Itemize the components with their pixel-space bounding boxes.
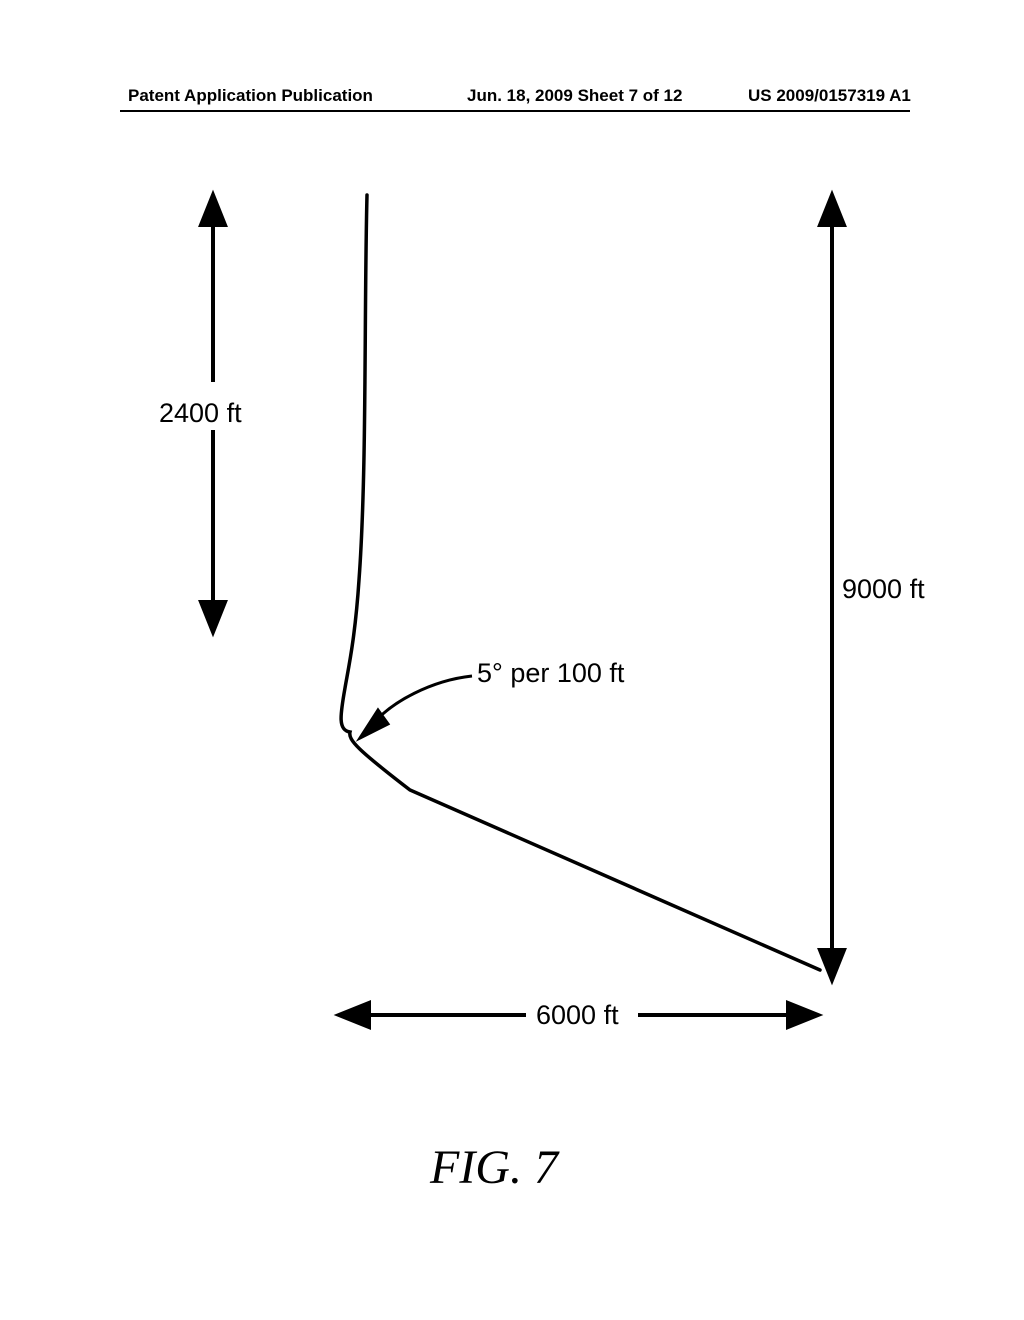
bottom-dim-label: 6000 ft <box>536 1000 619 1031</box>
figure-caption: FIG. 7 <box>430 1140 558 1195</box>
right-dim-arrow <box>820 195 844 980</box>
callout-label: 5° per 100 ft <box>477 658 624 689</box>
page: Patent Application Publication Jun. 18, … <box>0 0 1024 1320</box>
left-dim-label: 2400 ft <box>159 398 242 429</box>
callout-leader <box>360 676 472 738</box>
right-dim-label: 9000 ft <box>842 574 925 605</box>
well-path <box>341 195 820 970</box>
